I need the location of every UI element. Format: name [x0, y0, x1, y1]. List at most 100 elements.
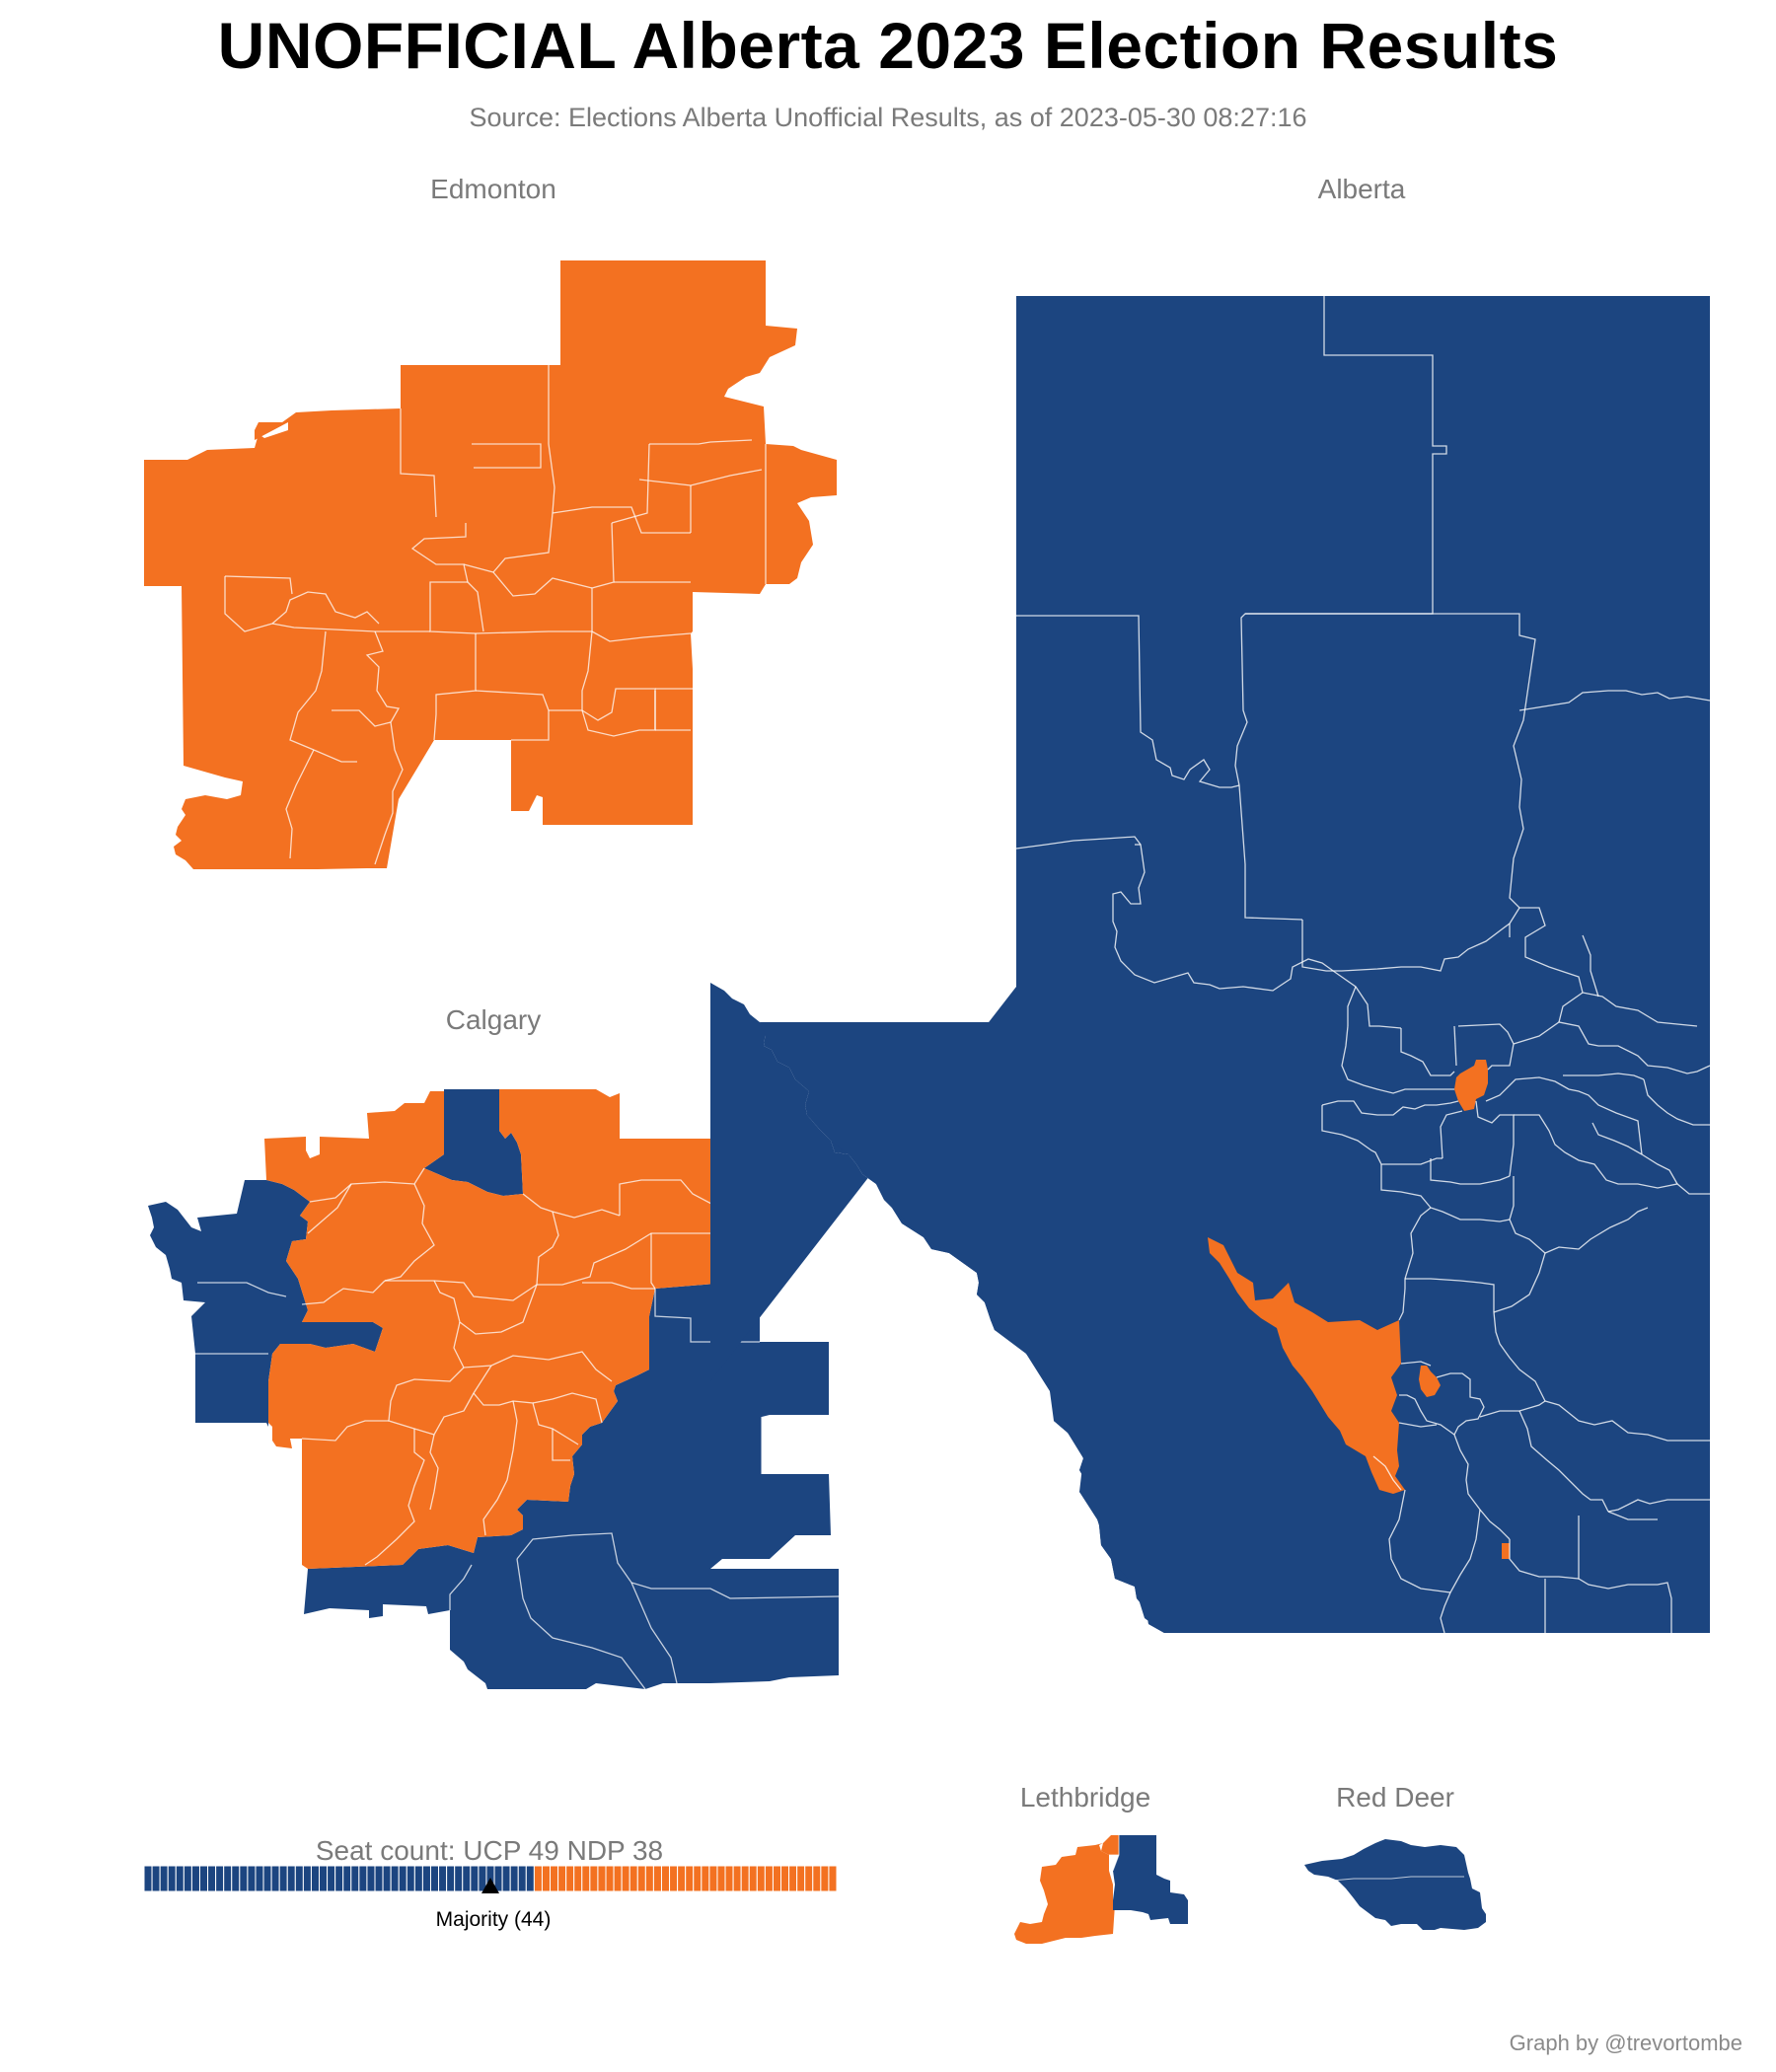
seat-ndp	[589, 1865, 599, 1892]
majority-label: Majority (44)	[435, 1908, 552, 1931]
seat-ucp	[366, 1865, 376, 1892]
seat-ucp	[327, 1865, 336, 1892]
seat-ndp	[804, 1865, 814, 1892]
seat-ndp	[693, 1865, 703, 1892]
edmonton-district-region	[144, 260, 837, 869]
alberta-ndp-lethbridge	[1502, 1543, 1510, 1559]
seat-ndp	[828, 1865, 838, 1892]
seat-ndp	[613, 1865, 623, 1892]
seat-ndp	[573, 1865, 583, 1892]
seat-ndp	[820, 1865, 830, 1892]
lethbridge-ucp-east	[1113, 1835, 1188, 1924]
seat-ndp	[533, 1865, 543, 1892]
seat-ucp	[470, 1865, 480, 1892]
seat-ucp	[270, 1865, 280, 1892]
seat-ndp	[701, 1865, 710, 1892]
red-deer-city	[1304, 1839, 1486, 1930]
lethbridge-ndp-north	[1101, 1835, 1119, 1855]
seat-ndp	[764, 1865, 774, 1892]
seat-ndp	[677, 1865, 687, 1892]
alberta-ucp-main	[760, 296, 1710, 1633]
seat-ndp	[669, 1865, 679, 1892]
seat-ndp	[605, 1865, 615, 1892]
alberta-ndp-mountain-region	[1208, 1237, 1405, 1494]
alberta-ndp-calgary	[1419, 1366, 1441, 1397]
seat-ucp	[294, 1865, 304, 1892]
red-deer-label: Red Deer	[1336, 1782, 1454, 1813]
seat-ucp	[262, 1865, 272, 1892]
alberta-map	[710, 296, 1711, 1634]
seat-ndp	[748, 1865, 758, 1892]
seat-ucp	[151, 1865, 161, 1892]
seat-ucp	[247, 1865, 257, 1892]
seat-ucp	[454, 1865, 464, 1892]
seat-ucp	[198, 1865, 209, 1892]
calgary-ucp-southeast	[304, 1283, 839, 1689]
seat-ucp	[350, 1865, 360, 1892]
seat-ndp	[796, 1865, 806, 1892]
seat-ucp	[342, 1865, 352, 1892]
seat-ucp	[183, 1865, 192, 1892]
edmonton-city	[144, 260, 837, 869]
seat-ucp	[501, 1865, 511, 1892]
seat-ndp	[732, 1865, 742, 1892]
seat-ucp	[310, 1865, 321, 1892]
majority-marker-icon	[481, 1878, 499, 1893]
seat-ucp	[525, 1865, 535, 1892]
seat-ucp	[382, 1865, 392, 1892]
calgary-ucp-north	[424, 1089, 523, 1196]
seat-ndp	[629, 1865, 638, 1892]
seat-ucp	[190, 1865, 200, 1892]
seat-ndp	[636, 1865, 646, 1892]
edmonton-map	[144, 260, 837, 869]
seat-ndp	[812, 1865, 822, 1892]
seat-ndp	[716, 1865, 726, 1892]
seat-ucp	[223, 1865, 233, 1892]
seat-ndp	[652, 1865, 662, 1892]
red-deer-ucp-area	[1304, 1839, 1486, 1930]
page-title: UNOFFICIAL Alberta 2023 Election Results	[217, 9, 1559, 82]
seat-ucp	[406, 1865, 415, 1892]
seat-ucp	[231, 1865, 241, 1892]
seat-ucp	[398, 1865, 407, 1892]
seat-ndp	[740, 1865, 750, 1892]
calgary-map	[148, 1089, 840, 1690]
seat-ndp	[724, 1865, 734, 1892]
seat-ucp	[462, 1865, 472, 1892]
seat-ucp	[517, 1865, 527, 1892]
seat-ucp	[429, 1865, 440, 1892]
seat-ucp	[239, 1865, 249, 1892]
seat-ucp	[278, 1865, 288, 1892]
calgary-city	[148, 1089, 840, 1690]
seat-count-label: Seat count: UCP 49 NDP 38	[315, 1835, 664, 1866]
calgary-ucp-west	[148, 1180, 383, 1427]
seat-count-bar	[143, 1865, 838, 1893]
alberta-label: Alberta	[1317, 174, 1406, 204]
seat-ucp	[286, 1865, 296, 1892]
seat-ucp	[167, 1865, 177, 1892]
calgary-label: Calgary	[445, 1004, 542, 1035]
seat-ndp	[788, 1865, 798, 1892]
seat-ucp	[438, 1865, 448, 1892]
seat-ndp	[621, 1865, 630, 1892]
seat-ndp	[550, 1865, 559, 1892]
lethbridge-label: Lethbridge	[1019, 1782, 1151, 1813]
page-subtitle: Source: Elections Alberta Unofficial Res…	[469, 103, 1307, 132]
seat-ucp	[159, 1865, 169, 1892]
seat-ucp	[390, 1865, 400, 1892]
seat-ndp	[780, 1865, 790, 1892]
seat-ucp	[175, 1865, 185, 1892]
seat-ndp	[565, 1865, 575, 1892]
seat-ucp	[358, 1865, 368, 1892]
seat-ucp	[302, 1865, 312, 1892]
seat-ucp	[319, 1865, 329, 1892]
seat-ucp	[509, 1865, 519, 1892]
seat-ucp	[413, 1865, 423, 1892]
seat-ucp	[446, 1865, 456, 1892]
seat-ucp	[374, 1865, 384, 1892]
alberta-ndp-edmonton	[1454, 1060, 1488, 1111]
edmonton-label: Edmonton	[430, 174, 556, 204]
seat-ndp	[644, 1865, 654, 1892]
